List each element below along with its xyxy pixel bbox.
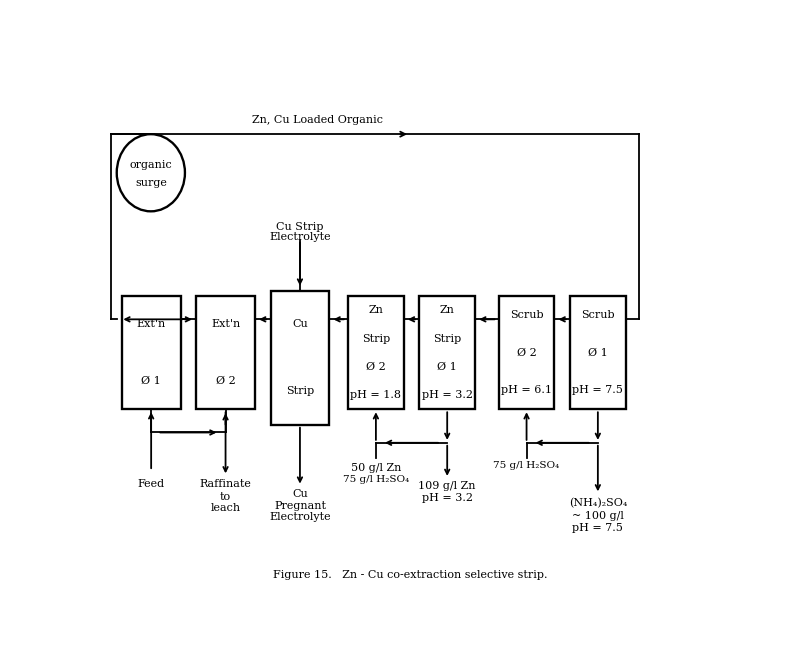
- Ellipse shape: [117, 134, 185, 211]
- Text: surge: surge: [135, 178, 166, 188]
- Text: Ø 2: Ø 2: [216, 376, 235, 386]
- Text: Raffinate: Raffinate: [200, 479, 251, 489]
- Text: Strip: Strip: [362, 333, 390, 343]
- Text: pH = 3.2: pH = 3.2: [422, 390, 473, 400]
- Text: Ø 1: Ø 1: [142, 376, 161, 386]
- Text: pH = 7.5: pH = 7.5: [573, 385, 623, 395]
- Text: Strip: Strip: [286, 386, 314, 396]
- Bar: [122, 296, 181, 409]
- Text: 50 g/l Zn: 50 g/l Zn: [350, 464, 401, 474]
- Bar: [498, 296, 554, 409]
- Text: Feed: Feed: [138, 479, 165, 489]
- Bar: [196, 296, 255, 409]
- Text: Scrub: Scrub: [581, 310, 614, 320]
- Bar: [270, 291, 330, 425]
- Text: pH = 6.1: pH = 6.1: [501, 385, 552, 395]
- Text: Cu Strip: Cu Strip: [276, 222, 324, 232]
- Bar: [570, 296, 626, 409]
- Text: pH = 7.5: pH = 7.5: [573, 522, 623, 532]
- Text: Ø 1: Ø 1: [588, 348, 608, 358]
- Text: Zn, Cu Loaded Organic: Zn, Cu Loaded Organic: [251, 115, 382, 125]
- Text: to: to: [220, 492, 231, 502]
- Text: Ø 2: Ø 2: [366, 362, 386, 372]
- Text: Scrub: Scrub: [510, 310, 543, 320]
- Text: pH = 1.8: pH = 1.8: [350, 390, 402, 400]
- Text: ~ 100 g/l: ~ 100 g/l: [572, 510, 624, 520]
- Text: organic: organic: [130, 160, 172, 170]
- Text: 75 g/l H₂SO₄: 75 g/l H₂SO₄: [342, 475, 409, 484]
- Text: 109 g/l Zn: 109 g/l Zn: [418, 482, 476, 492]
- Bar: [419, 296, 475, 409]
- Text: Zn: Zn: [369, 305, 383, 315]
- Text: Strip: Strip: [433, 333, 462, 343]
- Text: pH = 3.2: pH = 3.2: [422, 493, 473, 503]
- Text: Ø 2: Ø 2: [517, 348, 537, 358]
- Text: Figure 15.   Zn - Cu co-extraction selective strip.: Figure 15. Zn - Cu co-extraction selecti…: [273, 570, 547, 580]
- Text: 75 g/l H₂SO₄: 75 g/l H₂SO₄: [494, 461, 560, 470]
- Bar: [348, 296, 404, 409]
- Text: (NH₄)₂SO₄: (NH₄)₂SO₄: [569, 498, 627, 508]
- Text: Pregnant: Pregnant: [274, 501, 326, 511]
- Text: Ø 1: Ø 1: [438, 362, 457, 372]
- Text: Electrolyte: Electrolyte: [269, 512, 330, 522]
- Text: Cu: Cu: [292, 489, 308, 499]
- Text: Cu: Cu: [292, 319, 308, 329]
- Text: Ext'n: Ext'n: [211, 319, 240, 329]
- Text: leach: leach: [210, 504, 241, 514]
- Text: Ext'n: Ext'n: [137, 319, 166, 329]
- Text: Electrolyte: Electrolyte: [269, 232, 330, 242]
- Text: Zn: Zn: [440, 305, 454, 315]
